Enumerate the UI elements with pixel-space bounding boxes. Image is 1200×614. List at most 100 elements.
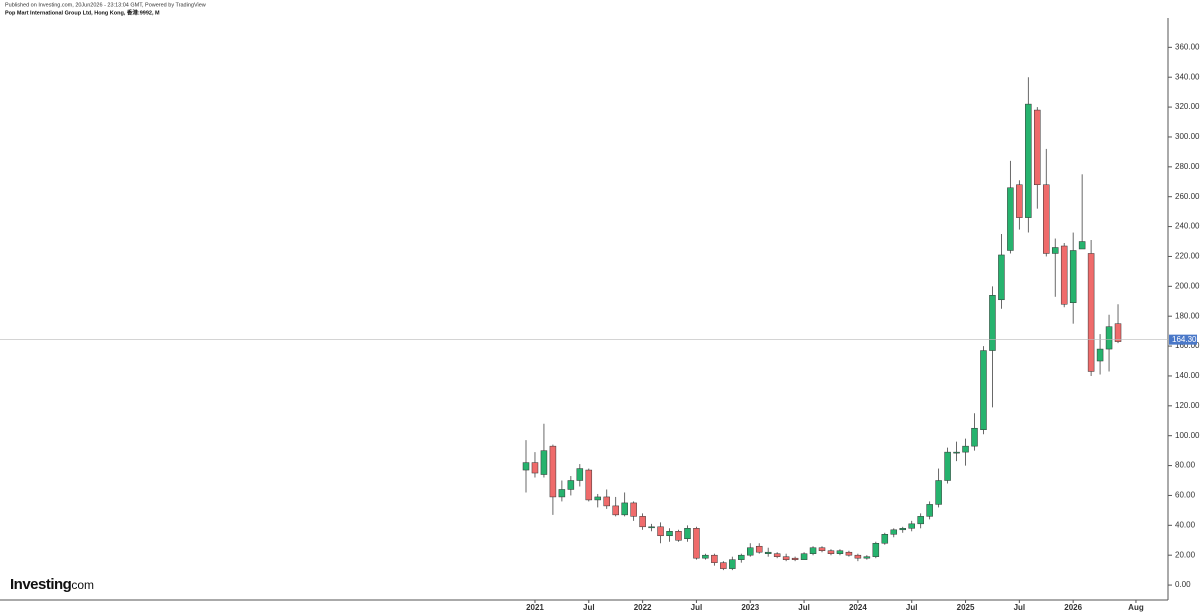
- candle-body: [522, 462, 530, 471]
- candle-body: [827, 550, 835, 554]
- candle-body: [1060, 245, 1068, 305]
- x-tick-label: 2024: [849, 603, 867, 612]
- y-tick-label: 140.00: [1175, 371, 1200, 380]
- candle-body: [980, 350, 987, 430]
- candle-body: [603, 496, 610, 507]
- x-tick-label: Jul: [691, 603, 703, 612]
- candle-body: [720, 562, 727, 569]
- candle-body: [711, 554, 718, 563]
- candle-body: [863, 556, 871, 559]
- candle-body: [729, 559, 736, 569]
- candle-body: [1034, 109, 1041, 186]
- candle-body: [630, 502, 637, 517]
- candle-body: [872, 542, 880, 557]
- logo-name: Investing: [10, 576, 72, 593]
- logo: Investing .com: [10, 576, 94, 593]
- x-tick-label: 2023: [741, 603, 759, 612]
- candle-body: [890, 529, 898, 535]
- candle-body: [845, 551, 853, 556]
- y-tick-label: 80.00: [1175, 461, 1196, 470]
- x-tick-label: Jul: [1014, 603, 1026, 612]
- candle-body: [576, 468, 584, 481]
- candle-body: [1007, 187, 1014, 251]
- candle-body: [693, 528, 700, 559]
- candle-body: [899, 528, 906, 531]
- y-tick-label: 60.00: [1175, 491, 1196, 500]
- candle-body: [1069, 250, 1077, 304]
- candle-body: [1105, 326, 1113, 350]
- candle-body: [1043, 184, 1050, 254]
- candle-body: [702, 554, 709, 559]
- candle-body: [926, 504, 933, 517]
- candle-body: [935, 480, 942, 505]
- candle-body: [782, 556, 790, 560]
- x-tick-label: 2026: [1064, 603, 1082, 612]
- candle-body: [585, 469, 593, 501]
- candle-body: [639, 516, 646, 528]
- candle-body: [621, 502, 628, 516]
- y-tick-label: 220.00: [1175, 252, 1200, 261]
- logo-suffix: .com: [68, 578, 94, 592]
- y-tick-label: 280.00: [1175, 162, 1200, 171]
- candle-body: [549, 445, 557, 498]
- x-tick-label: 2021: [526, 603, 544, 612]
- candle-body: [612, 505, 619, 516]
- candle-body: [818, 547, 826, 551]
- candle-body: [800, 553, 808, 560]
- candle-body: [971, 427, 978, 447]
- y-tick-label: 200.00: [1175, 281, 1200, 290]
- candle-body: [764, 551, 772, 554]
- y-tick-label: 160.00: [1175, 341, 1200, 350]
- candle-body: [1114, 323, 1122, 342]
- y-tick-label: 240.00: [1175, 222, 1200, 231]
- x-tick-label: Aug: [1128, 603, 1144, 612]
- candle-body: [989, 295, 996, 351]
- candle-body: [791, 557, 799, 560]
- candle-body: [854, 554, 862, 559]
- candle-body: [666, 531, 673, 537]
- y-tick-label: 120.00: [1175, 401, 1200, 410]
- candle-body: [558, 489, 566, 498]
- candle-body: [540, 450, 548, 475]
- candle-body: [809, 547, 817, 554]
- candle-body: [747, 547, 754, 556]
- y-tick-label: 260.00: [1175, 192, 1200, 201]
- y-tick-label: 180.00: [1175, 311, 1200, 320]
- last-price-label: 164.30: [1172, 335, 1197, 344]
- candle-body: [953, 451, 960, 454]
- candle-body: [1096, 348, 1104, 362]
- y-tick-label: 320.00: [1175, 102, 1200, 111]
- x-tick-label: Jul: [798, 603, 810, 612]
- candle-body: [917, 516, 924, 525]
- last-price-box: [1169, 334, 1197, 345]
- candle-body: [1016, 184, 1023, 218]
- y-tick-label: 20.00: [1175, 550, 1196, 559]
- candle-body: [648, 526, 655, 529]
- candle-body: [1051, 247, 1059, 254]
- candle-body: [531, 462, 539, 474]
- x-tick-label: 2022: [634, 603, 652, 612]
- instrument-title: Pop Mart International Group Ltd, Hong K…: [5, 8, 160, 16]
- published-note: Published on Investing.com, 20Jun2026 - …: [5, 2, 206, 8]
- candle-body: [657, 526, 664, 537]
- y-tick-label: 40.00: [1175, 520, 1196, 529]
- y-tick-label: 0.00: [1175, 580, 1191, 589]
- candle-body: [998, 254, 1005, 301]
- candle-body: [684, 528, 691, 540]
- candle-body: [755, 545, 763, 553]
- x-tick-label: 2025: [957, 603, 975, 612]
- x-tick-label: Jul: [583, 603, 595, 612]
- candle-body: [962, 445, 969, 453]
- candle-body: [881, 534, 889, 544]
- candle-body: [675, 531, 682, 541]
- candle-body: [738, 554, 745, 560]
- x-tick-label: Jul: [906, 603, 918, 612]
- y-tick-label: 360.00: [1175, 42, 1200, 51]
- candle-body: [1078, 241, 1086, 250]
- y-tick-label: 340.00: [1175, 72, 1200, 81]
- candle-body: [567, 480, 575, 490]
- candle-body: [594, 496, 602, 501]
- candle-body: [1087, 253, 1095, 372]
- candle-body: [836, 550, 844, 554]
